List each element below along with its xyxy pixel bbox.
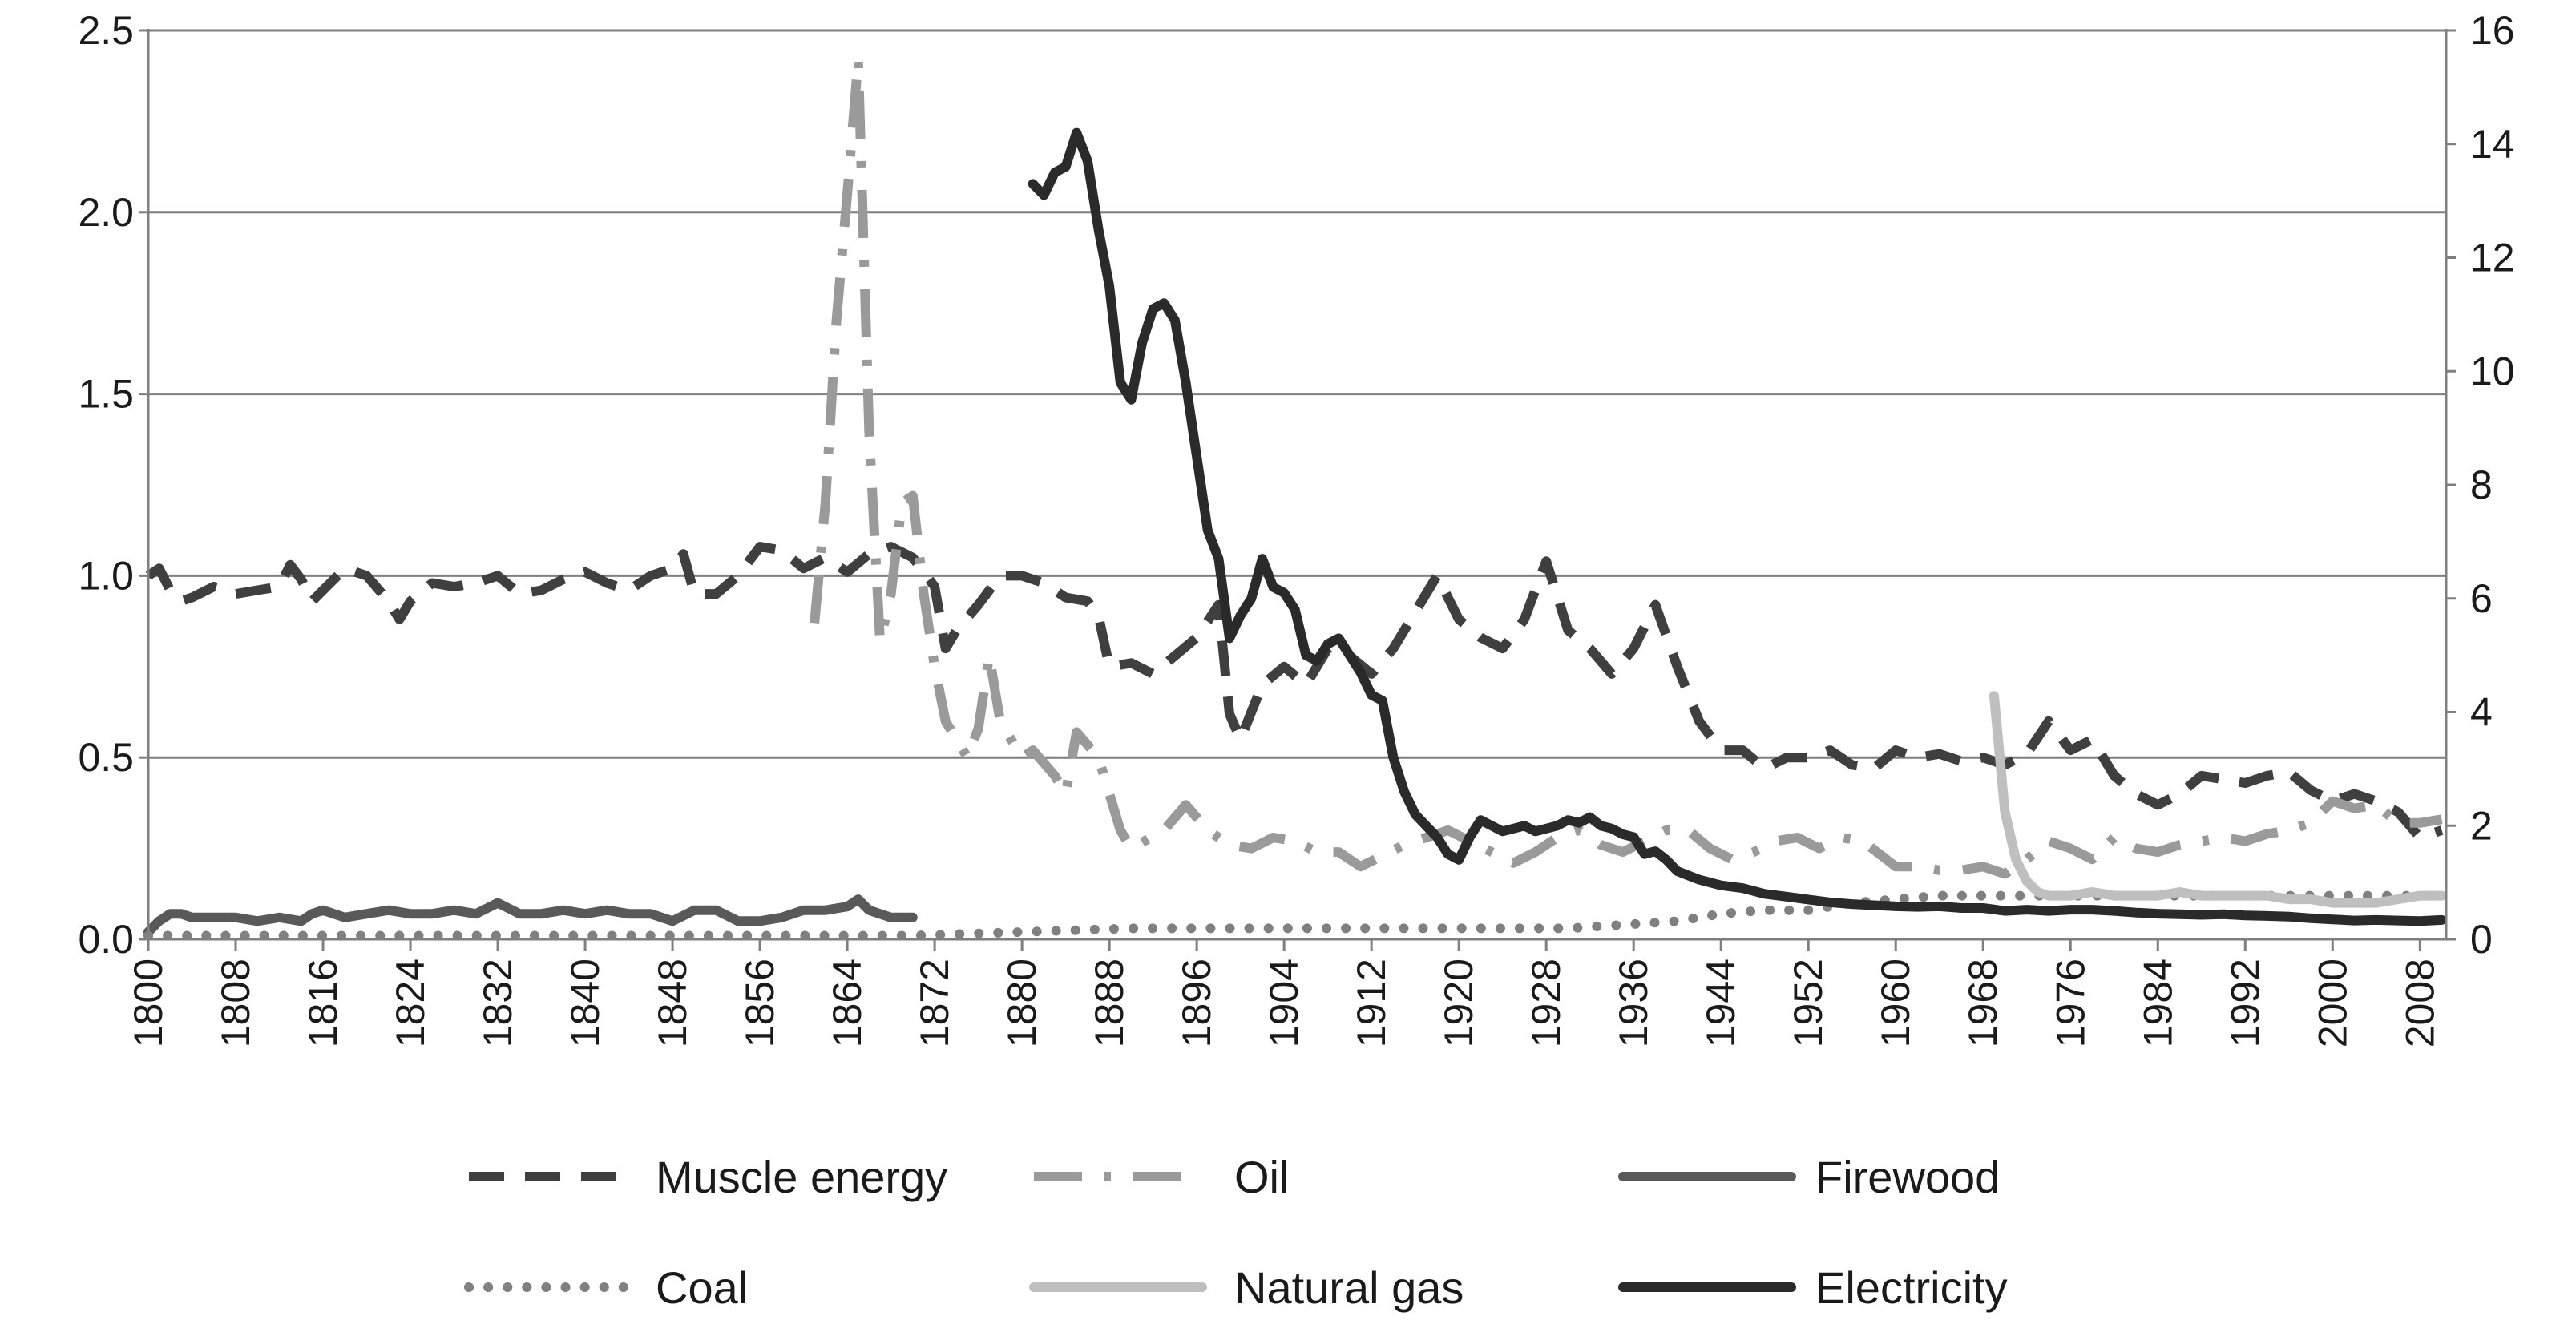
x-tick-label: 1800 — [126, 959, 171, 1047]
legend-label-coal: Coal — [656, 1262, 748, 1313]
x-tick-label: 1968 — [1960, 959, 2005, 1047]
y-right-tick-label: 12 — [2470, 236, 2515, 281]
x-tick-label: 1872 — [912, 959, 957, 1047]
x-tick-label: 2000 — [2310, 959, 2355, 1047]
y-left-tick-label: 1.0 — [78, 553, 134, 598]
x-tick-label: 1808 — [213, 959, 258, 1047]
legend-label-muscle-energy: Muscle energy — [656, 1152, 947, 1202]
x-tick-label: 1920 — [1436, 959, 1481, 1047]
x-tick-label: 1864 — [825, 959, 870, 1047]
y-right-tick-label: 10 — [2470, 349, 2515, 394]
legend-label-natural-gas: Natural gas — [1234, 1262, 1464, 1313]
legend: Muscle energy Oil Firewood Coal Natural gas E… — [464, 1152, 2008, 1313]
y-left-tick-label: 1.5 — [78, 372, 134, 417]
x-tick-label: 1992 — [2223, 959, 2267, 1047]
y-left-tick-label: 0.5 — [78, 735, 134, 780]
x-tick-label: 1816 — [301, 959, 345, 1047]
x-tick-label: 1960 — [1873, 959, 1918, 1047]
x-tick-label: 1936 — [1611, 959, 1656, 1047]
y-left-tick-label: 2.5 — [78, 8, 134, 53]
series-line-coal — [143, 890, 2447, 941]
x-tick-label: 1840 — [563, 959, 608, 1047]
x-tick-label: 1856 — [737, 959, 782, 1047]
series-line-muscle-energy — [145, 542, 2444, 842]
x-tick-label: 1832 — [475, 959, 520, 1047]
x-tick-label: 1896 — [1174, 959, 1219, 1047]
x-tick-label: 1904 — [1262, 959, 1306, 1047]
y-right-tick-label: 2 — [2470, 803, 2493, 848]
legend-label-firewood: Firewood — [1815, 1152, 2000, 1202]
x-tick-label: 1880 — [999, 959, 1044, 1047]
grid — [148, 29, 2446, 759]
series-lines — [143, 54, 2447, 941]
x-tick-label: 1944 — [1698, 959, 1743, 1047]
y-right-tick-label: 4 — [2470, 690, 2493, 735]
series-line-oil — [810, 54, 2443, 879]
axes: 0.0 0.5 1.0 1.5 2.0 2.5 0 2 4 6 8 10 12 14 16 1800 1808 1… — [78, 8, 2514, 1047]
x-tick-label: 1976 — [2048, 959, 2093, 1047]
y-left-tick-label: 2.0 — [78, 190, 134, 235]
y-right-tick-label: 0 — [2470, 917, 2493, 962]
x-tick-label: 2008 — [2397, 959, 2442, 1047]
series-line-natural-gas — [1989, 691, 2447, 908]
y-right-tick-label: 8 — [2470, 462, 2493, 507]
series-line-firewood — [143, 894, 918, 937]
y-left-tick-label: 0.0 — [78, 917, 134, 962]
legend-label-oil: Oil — [1234, 1152, 1289, 1202]
y-right-tick-label: 14 — [2470, 122, 2515, 167]
x-tick-label: 1928 — [1524, 959, 1569, 1047]
y-right-tick-label: 6 — [2470, 576, 2493, 621]
x-tick-label: 1824 — [388, 959, 433, 1047]
x-tick-label: 1952 — [1786, 959, 1831, 1047]
series-line-electricity — [1028, 127, 2447, 926]
x-tick-label: 1888 — [1087, 959, 1132, 1047]
legend-label-electricity: Electricity — [1815, 1262, 2008, 1313]
x-tick-label: 1912 — [1349, 959, 1394, 1047]
x-tick-label: 1984 — [2135, 959, 2180, 1047]
x-tick-label: 1848 — [650, 959, 695, 1047]
y-right-tick-label: 16 — [2470, 8, 2515, 53]
